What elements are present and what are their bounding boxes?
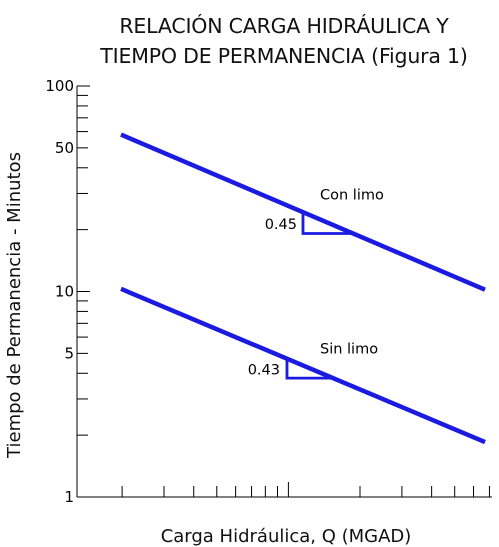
y-tick-label-1: 1 xyxy=(64,488,74,506)
series-label-con-limo: Con limo xyxy=(320,187,384,203)
y-tick-label-50: 50 xyxy=(55,139,74,157)
y-tick-label-10: 10 xyxy=(55,283,74,301)
x-axis-label: Carga Hidráulica, Q (MGAD) xyxy=(161,526,412,547)
slope-triangle-con-limo xyxy=(301,212,353,235)
y-ticks xyxy=(77,85,90,498)
x-ticks xyxy=(121,482,490,497)
y-tick-label-100: 100 xyxy=(45,77,74,95)
y-tick-labels: 1 5 10 50 100 xyxy=(45,77,74,506)
slope-label-con-limo: 0.45 xyxy=(265,217,297,233)
chart-title-line-1: RELACIÓN CARGA HIDRÁULICA Y xyxy=(119,13,449,38)
y-tick-label-5: 5 xyxy=(64,344,74,362)
slope-label-sin-limo: 0.43 xyxy=(248,362,280,378)
series-group: 0.45 Con limo 0.43 Sin limo xyxy=(120,132,486,445)
chart-title-line-2: TIEMPO DE PERMANENCIA (Figura 1) xyxy=(99,44,467,68)
series-line-sin-limo xyxy=(120,286,486,445)
series-label-sin-limo: Sin limo xyxy=(320,342,378,358)
y-axis-label: Tiempo de Permanencia - Minutos xyxy=(4,152,25,459)
slope-triangle-sin-limo xyxy=(285,358,333,380)
